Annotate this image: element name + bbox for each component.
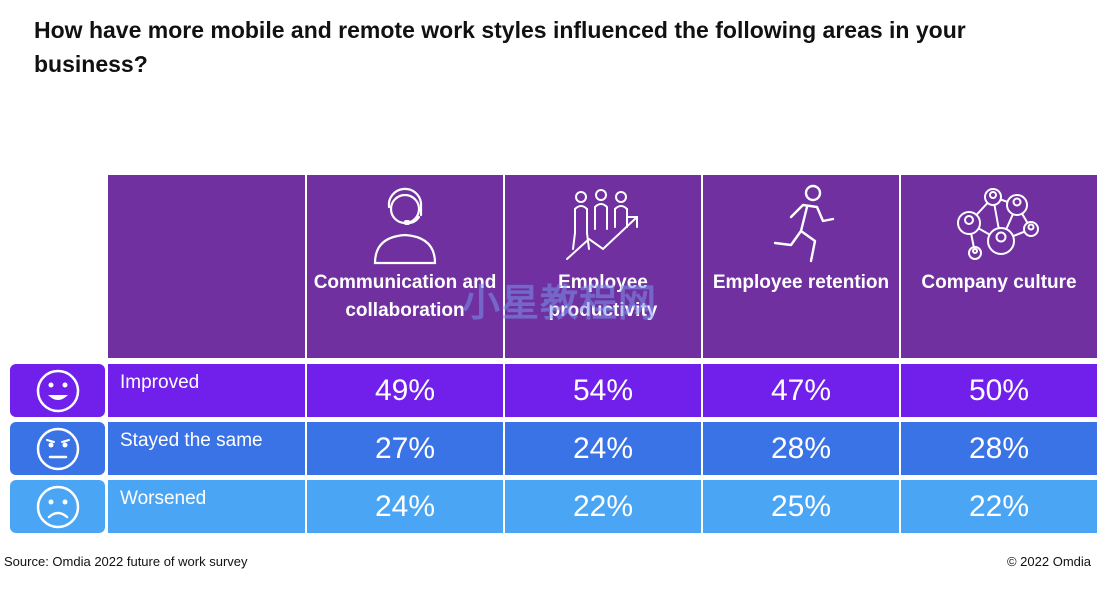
- people-network-icon: [957, 188, 1039, 260]
- row-icon-same: [10, 422, 105, 475]
- copyright-note: © 2022 Omdia: [1006, 554, 1091, 569]
- header-corner-cell: [108, 175, 305, 358]
- watermark-text: 小星教程网: [462, 283, 658, 325]
- column-label: Communication and collaboration: [313, 272, 497, 321]
- value-cell: 47%: [703, 364, 899, 417]
- sad-face-icon: [36, 485, 79, 528]
- column-label: Employee retention: [712, 272, 890, 293]
- value-cell: 50%: [901, 364, 1097, 417]
- value-cell: 24%: [307, 480, 503, 533]
- column-header-culture: Company culture: [901, 175, 1097, 358]
- column-label: Company culture: [921, 272, 1077, 293]
- value-cell: 49%: [307, 364, 503, 417]
- row-label-same: Stayed the same: [108, 422, 305, 475]
- column-header-productivity: Employee productivity: [505, 175, 701, 358]
- happy-face-icon: [36, 369, 79, 412]
- value-cell: 27%: [307, 422, 503, 475]
- row-icon-improved: [10, 364, 105, 417]
- neutral-face-icon: [36, 427, 79, 470]
- team-growth-arrow-icon: [566, 189, 638, 260]
- chart-title: How have more mobile and remote work sty…: [34, 17, 966, 77]
- value-cell: 28%: [901, 422, 1097, 475]
- value-cell: 25%: [703, 480, 899, 533]
- row-label-improved: Improved: [108, 364, 305, 417]
- source-note: Source: Omdia 2022 future of work survey: [4, 554, 248, 569]
- row-label-worsened: Worsened: [108, 480, 305, 533]
- value-cell: 28%: [703, 422, 899, 475]
- running-person-icon: [773, 184, 835, 263]
- column-header-retention: Employee retention: [703, 175, 899, 358]
- value-cell: 22%: [505, 480, 701, 533]
- value-cell: 24%: [505, 422, 701, 475]
- headset-person-icon: [373, 187, 437, 265]
- column-label: Employee productivity: [548, 272, 658, 321]
- row-icon-worsened: [10, 480, 105, 533]
- value-cell: 54%: [505, 364, 701, 417]
- value-cell: 22%: [901, 480, 1097, 533]
- column-header-communication: Communication and collaboration: [307, 175, 503, 358]
